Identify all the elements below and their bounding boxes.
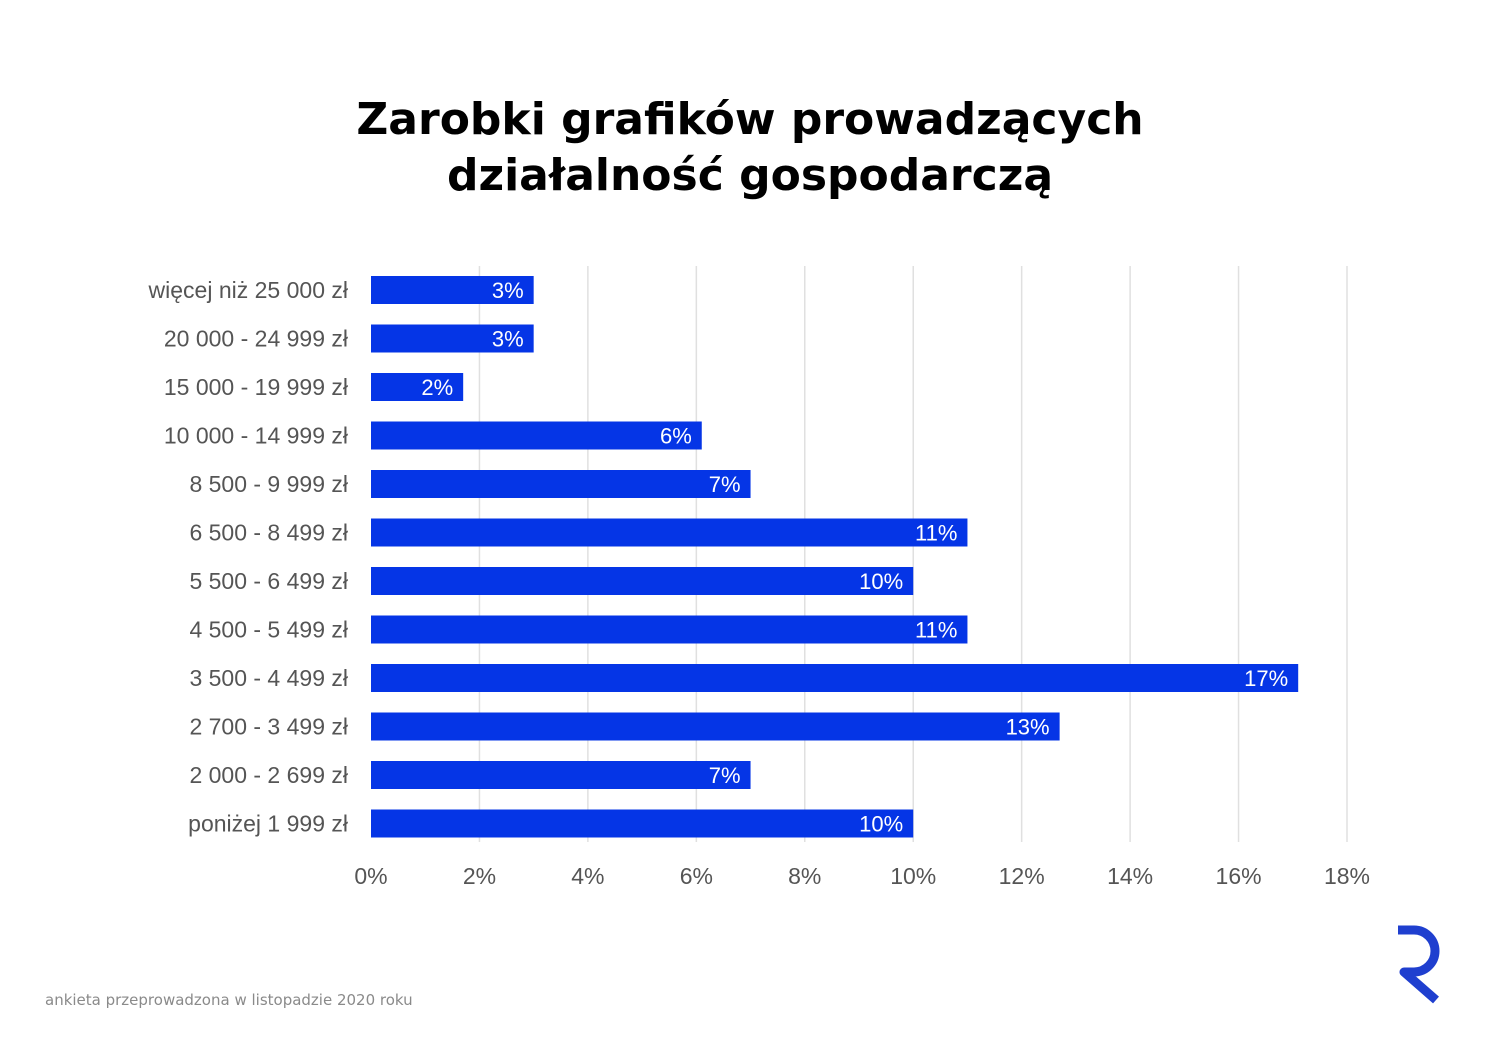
- x-tick-label: 12%: [999, 863, 1045, 889]
- bar: [371, 518, 968, 547]
- category-label: 20 000 - 24 999 zł: [164, 326, 348, 352]
- x-tick-label: 14%: [1107, 863, 1153, 889]
- category-label: więcej niż 25 000 zł: [148, 277, 348, 303]
- category-label: 2 700 - 3 499 zł: [189, 714, 348, 740]
- x-tick-label: 8%: [788, 863, 821, 889]
- grid-lines: [478, 266, 1348, 842]
- bar: [371, 664, 1299, 692]
- bar-data-label: 17%: [1244, 666, 1288, 691]
- category-label: 5 500 - 6 499 zł: [189, 568, 348, 594]
- footnote: ankieta przeprowadzona w listopadzie 202…: [45, 991, 413, 1009]
- bar-data-label: 3%: [492, 327, 524, 352]
- bar-data-label: 10%: [859, 812, 903, 837]
- category-label: 4 500 - 5 499 zł: [189, 617, 348, 643]
- category-label: poniżej 1 999 zł: [188, 811, 348, 837]
- x-tick-label: 4%: [571, 863, 604, 889]
- bar: [371, 712, 1060, 741]
- category-label: 15 000 - 19 999 zł: [164, 374, 348, 400]
- x-tick-label: 16%: [1216, 863, 1262, 889]
- bars: 3% 3% 2% 6% 7% 11% 10% 11% 17% 13% 7% 10%: [371, 276, 1299, 838]
- bar: [371, 761, 751, 789]
- bar: [371, 421, 702, 450]
- bar: [371, 615, 968, 644]
- category-label: 8 500 - 9 999 zł: [189, 471, 348, 497]
- bar-data-label: 10%: [859, 569, 903, 594]
- bar: [371, 276, 534, 304]
- category-label: 10 000 - 14 999 zł: [164, 423, 348, 449]
- bar-data-label: 2%: [421, 375, 453, 400]
- bar: [371, 373, 464, 401]
- category-label: 2 000 - 2 699 zł: [189, 762, 348, 788]
- bar-data-label: 7%: [709, 472, 741, 497]
- x-tick-label: 0%: [354, 863, 387, 889]
- bar-data-label: 6%: [660, 424, 692, 449]
- bar-data-label: 11%: [915, 618, 957, 643]
- bar: [371, 324, 534, 353]
- bar: [371, 567, 914, 595]
- x-tick-labels: 0% 2% 4% 6% 8% 10% 12% 14% 16% 18%: [354, 863, 1370, 889]
- bar-data-label: 3%: [492, 278, 524, 303]
- chart-title: Zarobki grafików prowadzących działalnoś…: [0, 92, 1500, 204]
- category-label: 6 500 - 8 499 zł: [189, 520, 348, 546]
- x-tick-label: 6%: [680, 863, 713, 889]
- bar: [371, 470, 751, 498]
- category-labels: więcej niż 25 000 zł 20 000 - 24 999 zł 15…: [148, 277, 348, 837]
- x-tick-label: 18%: [1324, 863, 1370, 889]
- x-tick-label: 10%: [890, 863, 936, 889]
- bar-data-label: 11%: [915, 521, 957, 546]
- r-logo-icon: [1398, 925, 1440, 1004]
- category-label: 3 500 - 4 499 zł: [189, 665, 348, 691]
- bar-data-label: 7%: [709, 763, 741, 788]
- bar-data-label: 13%: [1006, 715, 1050, 740]
- bar: [371, 809, 914, 838]
- x-tick-label: 2%: [463, 863, 496, 889]
- chart-title-line-1: Zarobki grafików prowadzących: [356, 94, 1144, 145]
- chart-title-line-2: działalność gospodarczą: [446, 150, 1054, 201]
